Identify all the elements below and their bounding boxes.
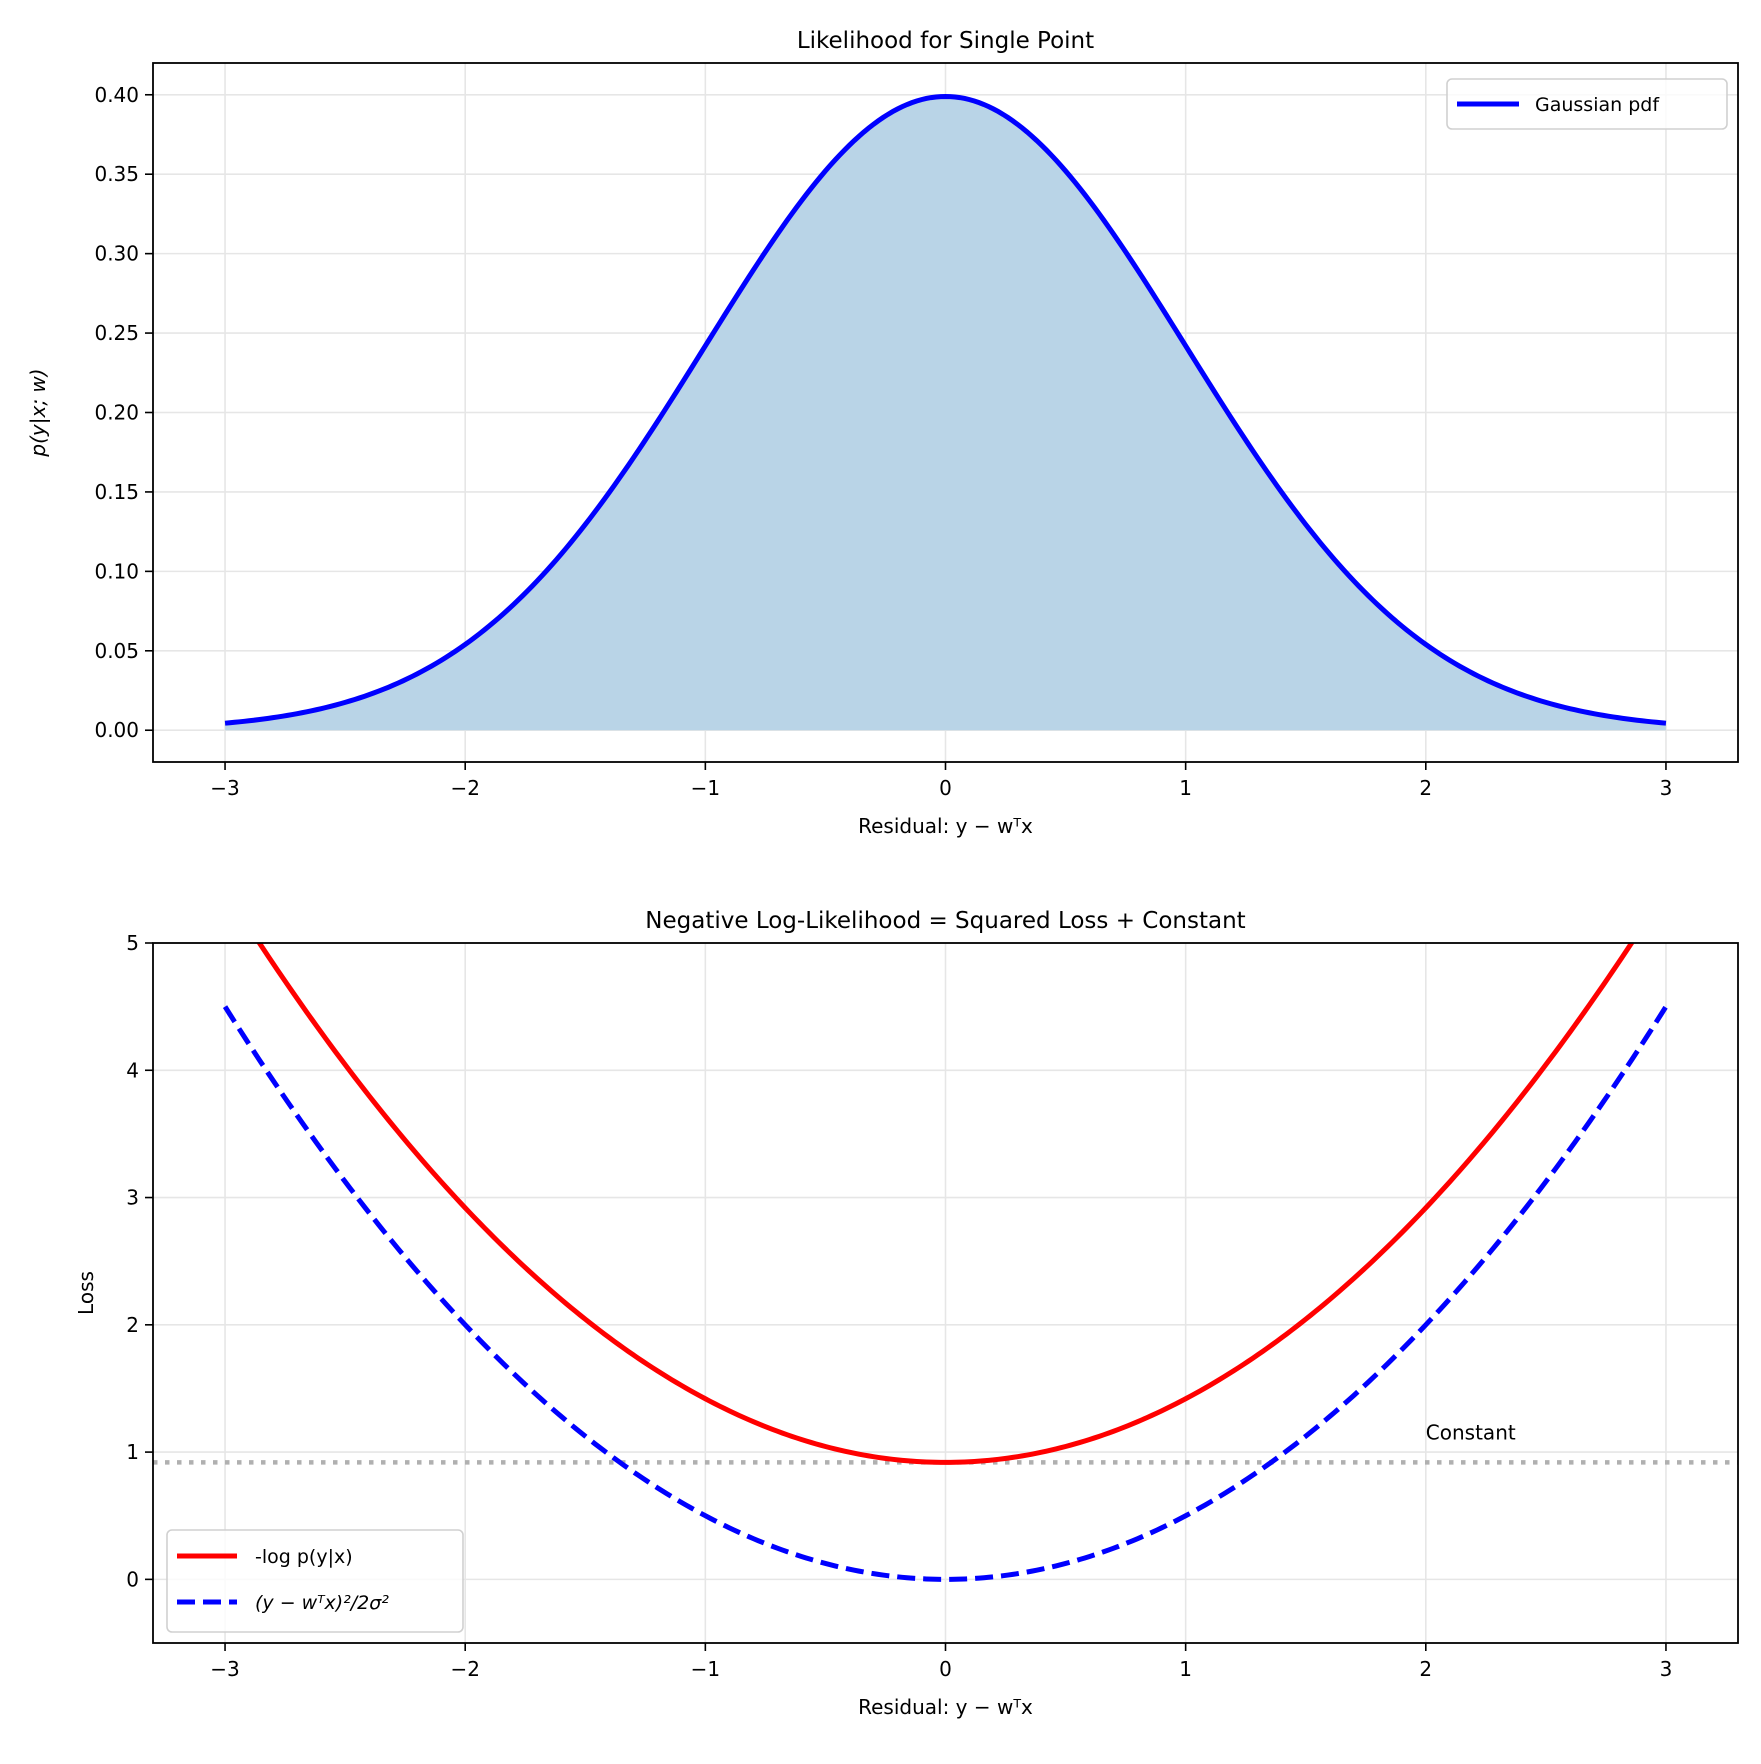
x-tick-label: 1 [1179, 776, 1192, 800]
y-tick-label: 0.25 [94, 321, 139, 345]
subplot-2: Constant −3 −2 −1 0 1 2 3 0 1 2 3 4 5 Negative Log-Lik… [74, 908, 1739, 1719]
legend: -log p(y|x) (y − wᵀx)²/2σ² [166, 1529, 464, 1633]
x-tick-label: 3 [1660, 1657, 1673, 1681]
y-tick-label: 0.40 [94, 83, 139, 107]
y-tick-label: 0.00 [94, 718, 139, 742]
legend-box [166, 1529, 464, 1633]
area-fill [225, 96, 1666, 731]
y-tick-label: 0.05 [94, 639, 139, 663]
legend: Gaussian pdf [1446, 78, 1728, 130]
y-tick-label: 5 [126, 931, 139, 955]
y-tick-label: 0.30 [94, 242, 139, 266]
y-tick-label: 0.20 [94, 401, 139, 425]
y-tick-label: 3 [126, 1186, 139, 1210]
x-tick-label: −2 [450, 776, 479, 800]
legend-label: -log p(y|x) [255, 1546, 353, 1568]
x-tick-label: 2 [1419, 776, 1432, 800]
x-axis-label: Residual: y − wᵀx [858, 1695, 1033, 1719]
chart-title: Likelihood for Single Point [797, 28, 1094, 54]
series-line-1 [256, 943, 1635, 1465]
y-tick-label: 1 [126, 1440, 139, 1464]
y-tick-label: 4 [126, 1058, 139, 1082]
x-tick-label: −1 [691, 776, 720, 800]
x-tick-label: 2 [1419, 1657, 1432, 1681]
y-tick-label: 0 [126, 1567, 139, 1591]
annotation-constant: Constant [1426, 1420, 1516, 1444]
legend-box [1446, 78, 1728, 130]
series-line-2 [222, 1005, 1669, 1582]
x-tick-label: 3 [1660, 776, 1673, 800]
plot-area [153, 943, 1738, 1582]
x-tick-label: 0 [939, 1657, 952, 1681]
x-tick-label: 0 [939, 776, 952, 800]
y-tick-label: 2 [126, 1313, 139, 1337]
plot-area [224, 93, 1667, 731]
y-axis-label: p(y|x; w) [26, 368, 50, 457]
y-axis-label: Loss [74, 1271, 98, 1315]
y-tick-label: 0.35 [94, 162, 139, 186]
x-tick-label: −3 [210, 1657, 239, 1681]
series-line-1 [224, 93, 1667, 726]
legend-label: Gaussian pdf [1535, 94, 1660, 116]
subplot-1: −3 −2 −1 0 1 2 3 0.00 0.05 0.10 0.15 0.20 0.25 0.30 0.… [26, 28, 1739, 838]
legend-label: (y − wᵀx)²/2σ² [255, 1592, 389, 1614]
chart-title: Negative Log-Likelihood = Squared Loss +… [645, 908, 1245, 934]
y-tick-label: 0.15 [94, 480, 139, 504]
y-tick-label: 0.10 [94, 559, 139, 583]
x-tick-label: −1 [691, 1657, 720, 1681]
x-tick-label: −3 [210, 776, 239, 800]
x-tick-label: 1 [1179, 1657, 1192, 1681]
x-axis-label: Residual: y − wᵀx [858, 814, 1033, 838]
x-tick-label: −2 [450, 1657, 479, 1681]
